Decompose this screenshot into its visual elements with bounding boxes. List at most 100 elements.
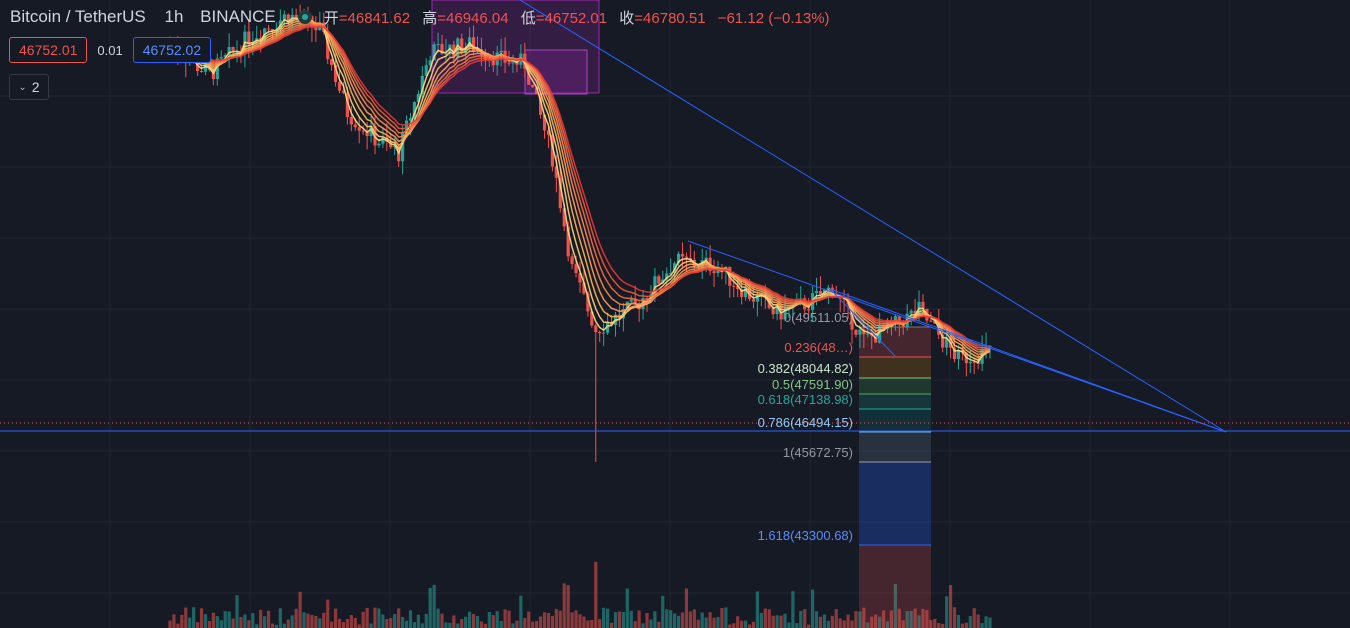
candle-body	[657, 276, 661, 284]
volume-bar	[239, 617, 243, 628]
candle-body	[645, 298, 649, 300]
volume-bar	[866, 622, 870, 628]
candle-body	[862, 329, 866, 335]
candle-body	[818, 290, 823, 296]
volume-bar	[736, 616, 740, 628]
candle-body	[814, 290, 819, 294]
candle-body	[968, 361, 972, 364]
candle-body	[676, 253, 681, 264]
symbol-name: Bitcoin / TetherUS	[10, 7, 146, 26]
volume-bar	[219, 620, 223, 628]
volume-bar	[803, 609, 807, 628]
candle-body	[231, 46, 235, 52]
candle-body	[460, 38, 464, 54]
candle-body	[444, 53, 448, 55]
candle-body	[416, 93, 420, 103]
fibonacci-retracement[interactable]	[859, 326, 931, 628]
volume-bar	[365, 607, 369, 628]
volume-bar	[255, 624, 259, 628]
close-value: =46780.51	[634, 9, 706, 27]
candle-body	[751, 299, 756, 302]
volume-bar	[814, 611, 819, 628]
volume-bar	[921, 608, 925, 628]
candle-body	[653, 276, 657, 295]
candle-body	[428, 60, 432, 66]
volume-bar	[243, 614, 247, 628]
volume-bar	[854, 611, 858, 628]
volume-bar	[968, 616, 972, 628]
candle-body	[314, 27, 318, 31]
candle-body	[807, 309, 811, 311]
volume-bar	[605, 608, 610, 628]
candle-body	[602, 332, 606, 334]
volume-bar	[408, 610, 413, 628]
candle-body	[633, 299, 637, 304]
symbol-title[interactable]: Bitcoin / TetherUS 1h BINANCE	[10, 7, 276, 27]
candle-body	[381, 137, 385, 144]
candle-body	[913, 310, 917, 316]
open-key: 开	[323, 9, 339, 27]
candle-body	[270, 28, 275, 31]
candle-body	[546, 130, 551, 135]
volume-bar	[235, 595, 239, 628]
high-value: =46946.04	[437, 9, 509, 27]
volume-bar	[259, 609, 263, 628]
candle-body	[432, 44, 436, 61]
volume-bar	[661, 595, 665, 628]
spread-value: 0.01	[97, 42, 123, 58]
volume-bar	[507, 610, 511, 628]
volume-bar	[337, 618, 342, 628]
volume-bar	[645, 612, 649, 628]
candle-body	[527, 68, 531, 85]
volume-bar	[984, 616, 988, 628]
volume-bar	[810, 589, 815, 628]
volume-bar	[850, 620, 854, 628]
high-key: 高	[422, 9, 438, 27]
candle-body	[440, 44, 444, 54]
volume-bar	[416, 614, 420, 628]
volume-bar	[499, 620, 503, 628]
fib-zone	[859, 327, 931, 357]
volume-bar	[172, 614, 176, 628]
low-key: 低	[520, 9, 536, 27]
volume-bars	[168, 561, 992, 628]
volume-bar	[712, 617, 716, 628]
volume-bar	[956, 614, 961, 628]
volume-bar	[700, 612, 704, 628]
volume-bar	[381, 614, 385, 628]
buy-button[interactable]: 46752.02	[132, 37, 212, 63]
volume-bar	[531, 621, 535, 628]
indicators-toggle-button[interactable]: ⌄ 2	[9, 74, 49, 100]
volume-bar	[566, 585, 570, 628]
candle-body	[404, 120, 409, 133]
volume-bar	[862, 607, 866, 628]
market-status-icon[interactable]	[297, 10, 312, 24]
volume-bar	[298, 591, 302, 628]
fib-zone	[859, 409, 931, 432]
volume-bar	[609, 622, 614, 628]
volume-bar	[286, 619, 290, 628]
volume-bar	[799, 610, 803, 628]
candle-body	[680, 253, 685, 257]
candle-body	[712, 271, 716, 274]
candle-body	[266, 28, 271, 30]
volume-bar	[471, 613, 476, 628]
candle-body	[400, 132, 405, 162]
candle-body	[535, 87, 539, 94]
sell-button[interactable]: 46752.01	[9, 37, 88, 63]
price-change: −61.12 (−0.13%)	[717, 9, 830, 27]
trendline-drawings[interactable]	[0, 0, 1350, 433]
candle-body	[369, 125, 373, 137]
volume-bar	[207, 620, 212, 628]
volume-bar	[724, 607, 728, 628]
fib-level-label: 0.382(48044.82)	[758, 361, 853, 376]
volume-bar	[716, 616, 720, 628]
volume-bar	[897, 608, 901, 628]
fib-zone	[859, 357, 931, 378]
volume-bar	[468, 611, 472, 628]
volume-bar	[397, 608, 401, 628]
fib-zone-extension	[859, 545, 931, 628]
fib-zone	[859, 378, 931, 394]
candle-body	[755, 295, 760, 302]
